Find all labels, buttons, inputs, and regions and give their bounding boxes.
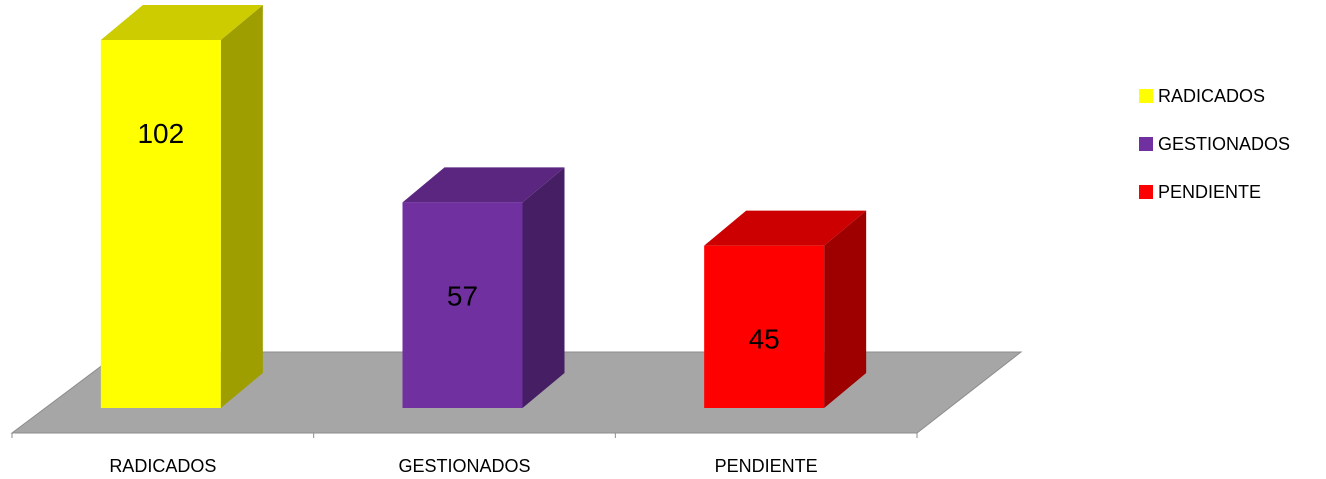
bar-pendiente [704,210,867,408]
legend-swatch [1139,185,1153,199]
bar-gestionados [402,167,565,408]
data-label: 45 [749,324,780,355]
data-label: 57 [447,280,478,311]
bar-top-face [704,210,867,246]
bar-side-face [522,167,565,408]
bars-layer [100,5,867,408]
legend-swatch [1139,137,1153,151]
x-axis: RADICADOS GESTIONADOS PENDIENTE [11,432,918,476]
x-tick-label: PENDIENTE [715,456,818,476]
bar-side-face [220,5,263,408]
legend-entry: RADICADOS [1158,86,1265,106]
bar-side-face [824,210,867,408]
bar-front-face [704,245,825,408]
bar-top-face [402,167,565,203]
bar-front-face [402,202,523,408]
bar-top-face [100,5,263,40]
legend-entry: PENDIENTE [1158,182,1261,202]
data-label: 102 [137,118,184,149]
bar-front-face [100,40,221,408]
data-labels-layer: 102 57 45 [137,118,779,355]
bar-radicados [100,5,263,408]
x-tick-label: GESTIONADOS [398,456,530,476]
x-tick-label: RADICADOS [109,456,216,476]
legend-swatch [1139,89,1153,103]
legend: RADICADOS GESTIONADOS PENDIENTE [1139,86,1290,202]
legend-entry: GESTIONADOS [1158,134,1290,154]
